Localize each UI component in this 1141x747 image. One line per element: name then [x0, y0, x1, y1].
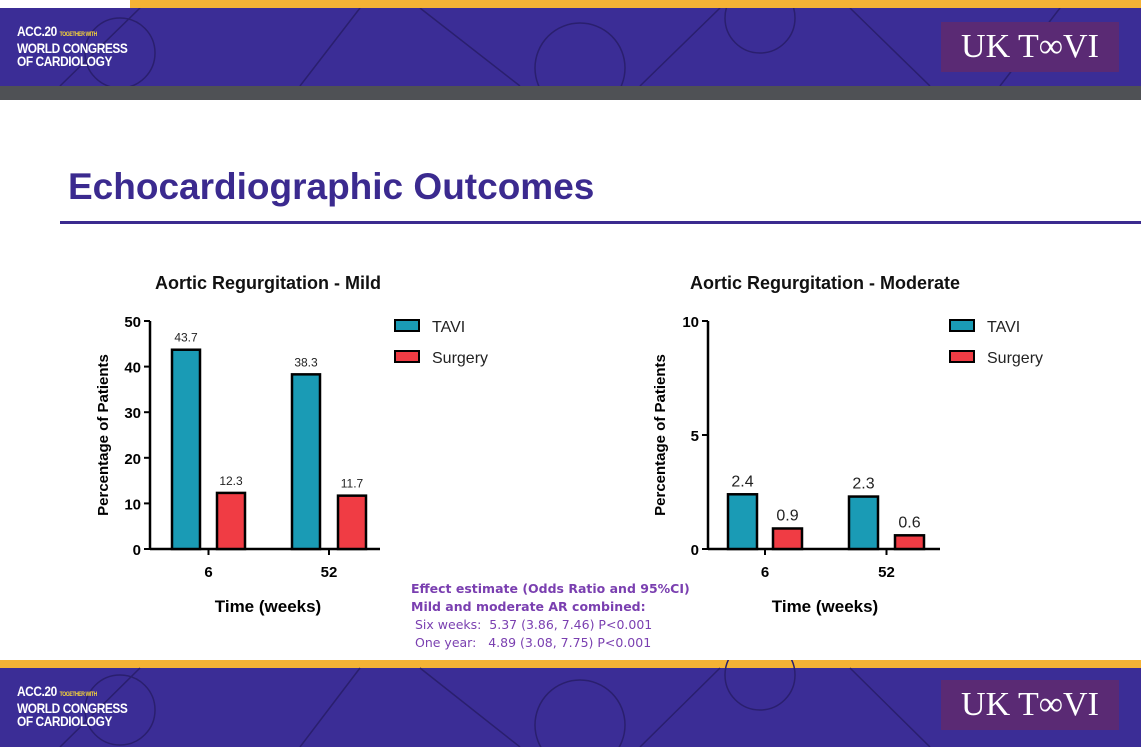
y-tick-label: 40	[124, 360, 141, 377]
acc-logo: ACC.20 TOGETHER WITH WORLD CONGRESS OF CAR…	[17, 23, 128, 69]
bar-tavi	[847, 495, 880, 551]
x-tick-label: 6	[204, 564, 212, 581]
legend-swatch-surgery	[949, 350, 975, 363]
data-label: 38.3	[294, 355, 318, 369]
bar-surgery	[893, 534, 926, 551]
uk-tavi-logo: UK T∞VI	[941, 680, 1119, 730]
x-tick-label: 52	[321, 564, 338, 581]
data-label: 2.4	[731, 473, 753, 490]
data-label: 0.6	[898, 514, 920, 531]
x-axis-label: Time (weeks)	[215, 597, 321, 616]
title-rule	[60, 221, 1141, 224]
bar-surgery	[336, 494, 368, 551]
legend-swatch-tavi	[394, 319, 420, 332]
legend-swatch-surgery	[394, 350, 420, 363]
effect-row-one-year: One year: 4.89 (3.08, 7.75) P<0.001	[415, 635, 652, 650]
data-label: 0.9	[776, 507, 798, 524]
chart-title: Aortic Regurgitation - Mild	[155, 273, 381, 293]
header-shadow	[0, 86, 1141, 100]
effect-subheading: Mild and moderate AR combined:	[411, 599, 646, 614]
y-tick-label: 20	[124, 451, 141, 468]
y-axis-label: Percentage of Patients	[95, 354, 112, 516]
bar-tavi	[290, 373, 322, 551]
acc-logo: ACC.20 TOGETHER WITH WORLD CONGRESS OF CAR…	[17, 683, 128, 729]
legend-label-tavi: TAVI	[987, 319, 1020, 336]
x-axis-label: Time (weeks)	[772, 597, 878, 616]
data-label: 43.7	[174, 331, 198, 345]
effect-heading: Effect estimate (Odds Ratio and 95%CI)	[411, 581, 690, 596]
effect-estimate: Effect estimate (Odds Ratio and 95%CI) M…	[411, 580, 690, 652]
footer-banner: ACC.20 TOGETHER WITH WORLD CONGRESS OF CAR…	[0, 660, 1141, 747]
legend-swatch-tavi	[949, 319, 975, 332]
uk-tavi-logo: UK T∞VI	[941, 22, 1119, 72]
bar-surgery	[771, 527, 804, 551]
y-tick-label: 0	[691, 542, 699, 559]
data-label: 12.3	[219, 474, 243, 488]
data-label: 2.3	[852, 476, 874, 493]
y-tick-label: 30	[124, 405, 141, 422]
y-tick-label: 50	[124, 314, 141, 331]
charts: Aortic Regurgitation - Mild0102030405064…	[95, 273, 1043, 616]
y-tick-label: 10	[124, 496, 141, 513]
header-banner: ACC.20 TOGETHER WITH WORLD CONGRESS OF CAR…	[0, 8, 1141, 86]
x-tick-label: 52	[878, 564, 895, 581]
legend-label-tavi: TAVI	[432, 319, 465, 336]
top-strip	[0, 0, 1141, 8]
y-tick-label: 10	[682, 314, 699, 331]
bar-tavi	[726, 493, 759, 551]
y-axis-label: Percentage of Patients	[652, 354, 669, 516]
chart-title: Aortic Regurgitation - Moderate	[690, 273, 960, 293]
data-label: 11.7	[341, 477, 364, 491]
bar-surgery	[215, 491, 247, 551]
y-tick-label: 5	[691, 428, 699, 445]
bar-tavi	[170, 348, 202, 551]
banner-decoration	[59, 8, 1061, 86]
effect-row-six-weeks: Six weeks: 5.37 (3.86, 7.46) P<0.001	[415, 617, 653, 632]
y-tick-label: 0	[133, 542, 141, 559]
x-tick-label: 6	[761, 564, 769, 581]
slide-title: Echocardiographic Outcomes	[68, 166, 595, 207]
banner-decoration	[59, 660, 931, 747]
legend-label-surgery: Surgery	[432, 350, 488, 367]
legend-label-surgery: Surgery	[987, 350, 1043, 367]
